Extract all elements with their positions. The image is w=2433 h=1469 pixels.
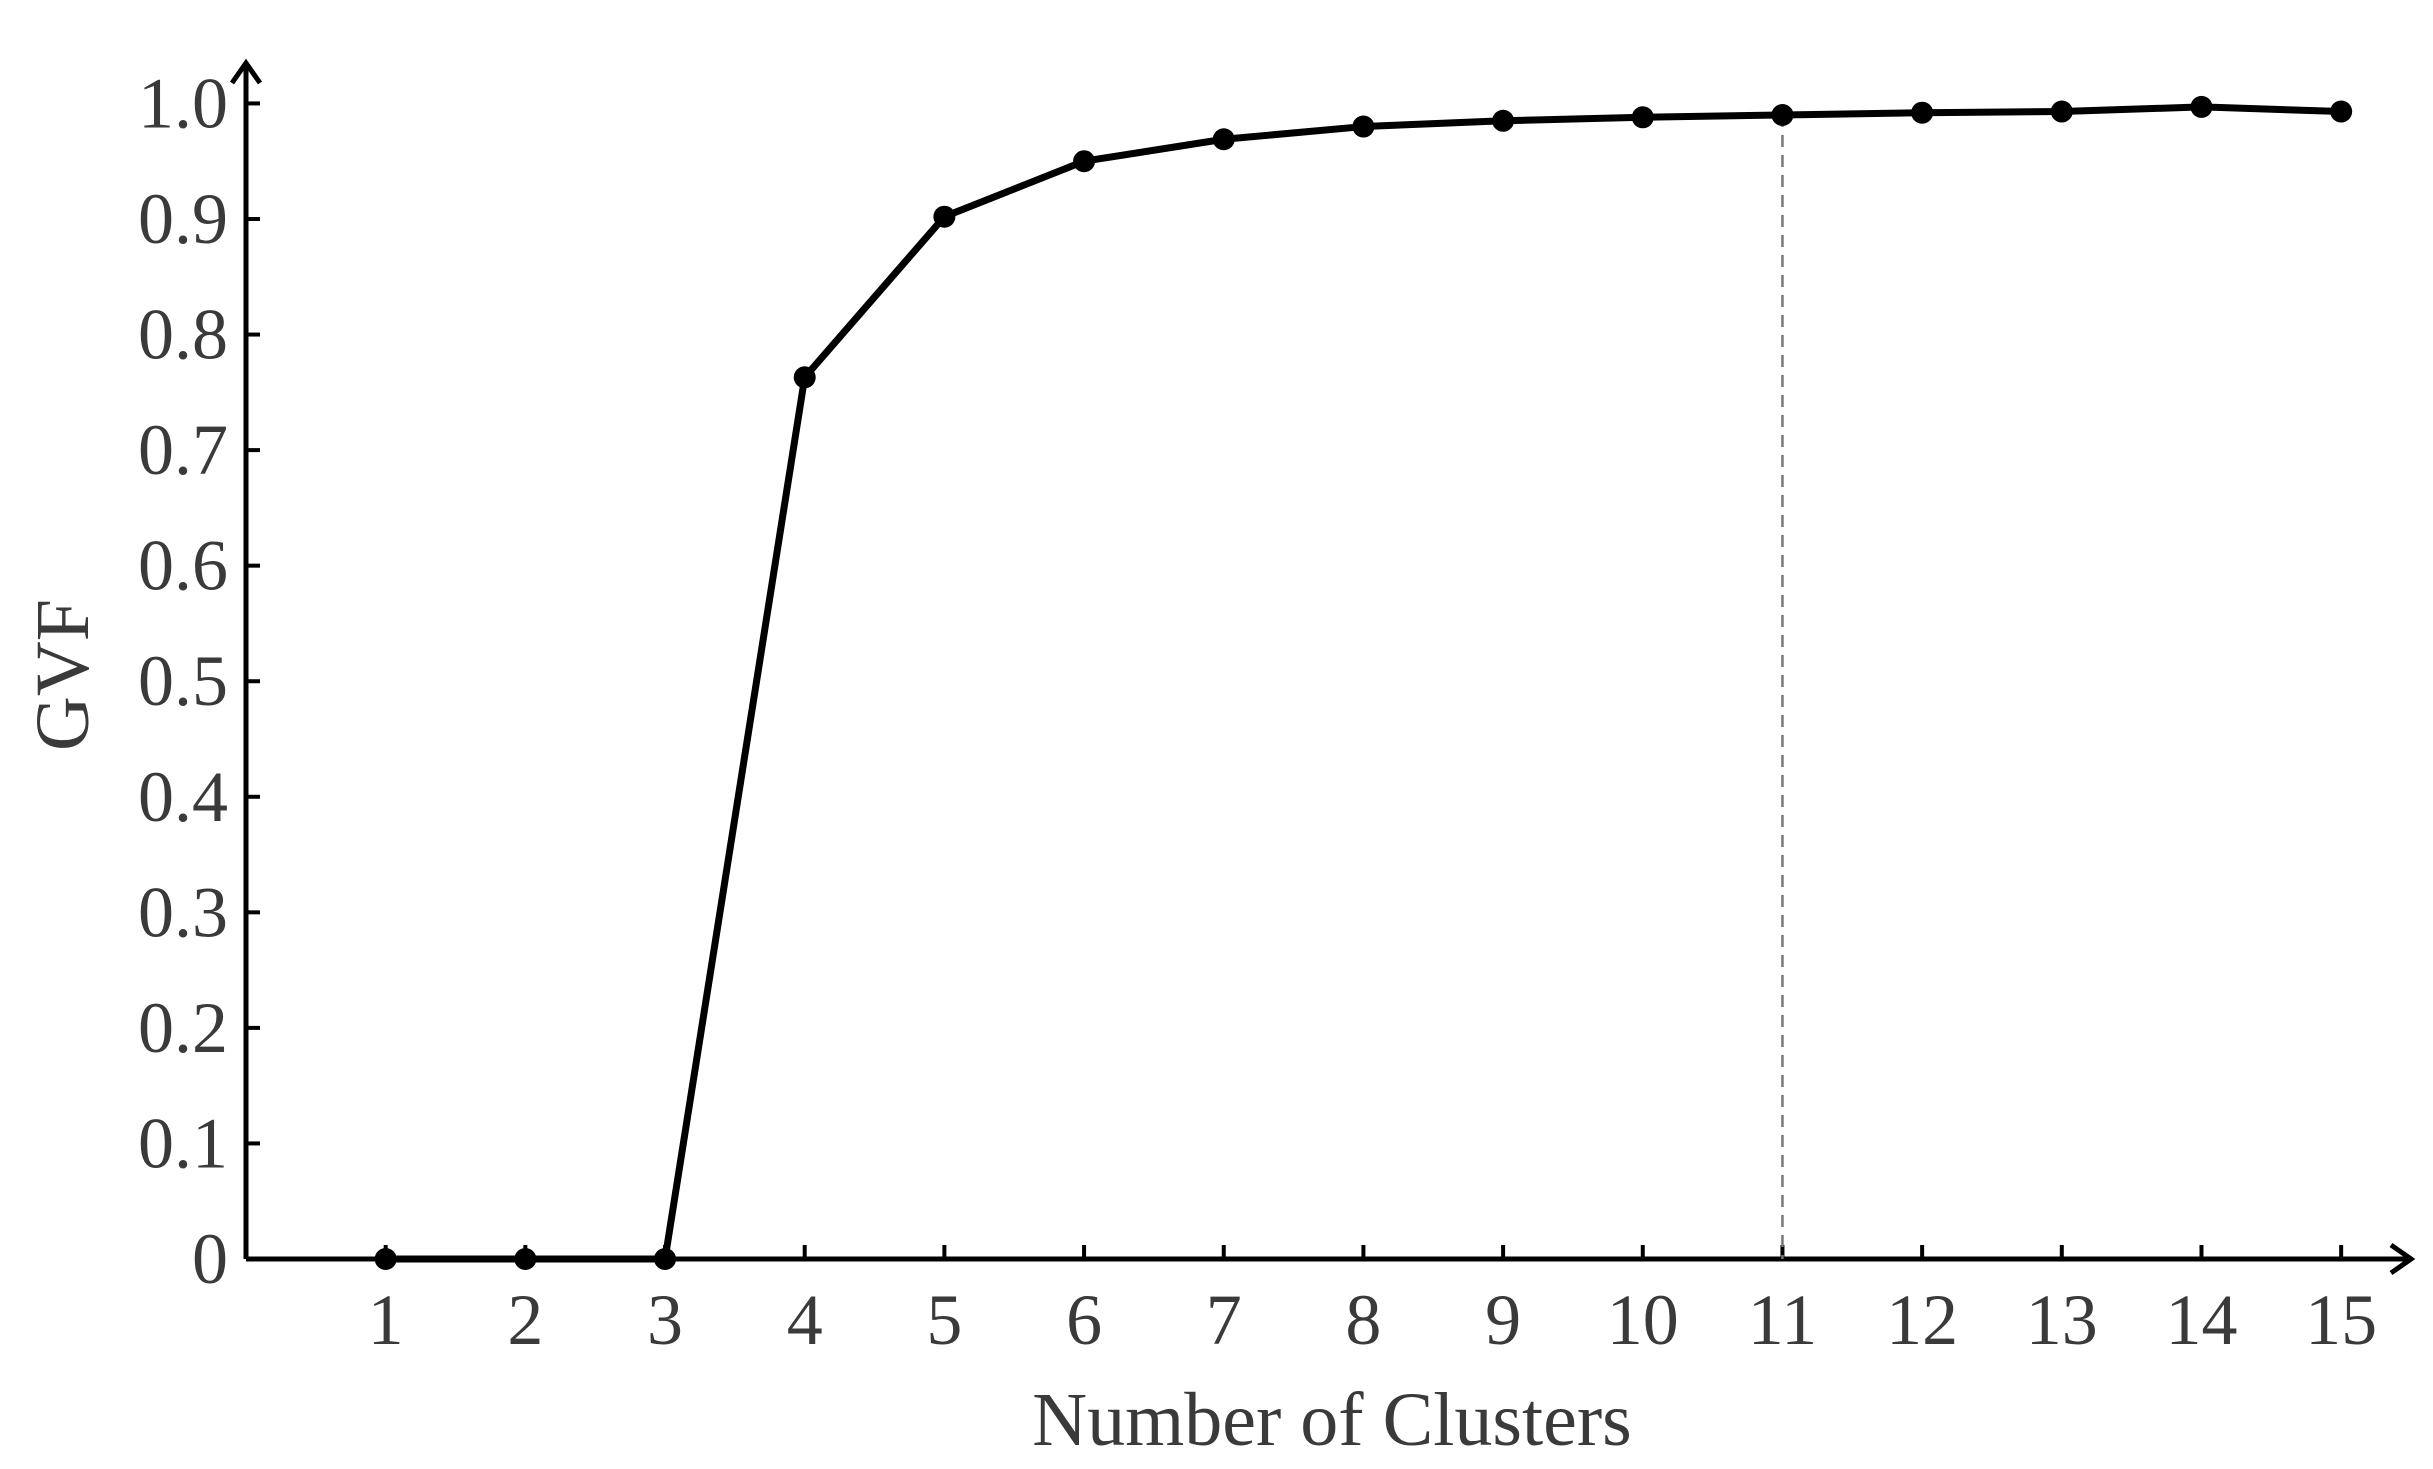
x-tick-label: 5 — [926, 1280, 962, 1360]
data-point — [933, 205, 956, 228]
y-axis-arrow — [229, 58, 263, 85]
data-point — [654, 1248, 677, 1270]
data-point — [1073, 150, 1096, 173]
data-line — [385, 103, 2342, 1263]
data-point — [1212, 128, 1235, 151]
data-point — [1352, 115, 1375, 138]
x-tick-label: 15 — [2305, 1280, 2377, 1360]
y-tick-label: 0.2 — [138, 988, 228, 1068]
y-tick-label: 0.5 — [138, 641, 228, 721]
data-point — [514, 1248, 537, 1270]
y-tick-label: 0.8 — [138, 295, 228, 375]
x-axis-arrow — [2389, 1242, 2416, 1276]
y-tick-label: 0.4 — [138, 757, 228, 837]
x-tick-label: 7 — [1206, 1280, 1242, 1360]
x-tick-label: 8 — [1345, 1280, 1381, 1360]
x-tick-label: 13 — [2026, 1280, 2098, 1360]
x-tick-label: 11 — [1748, 1280, 1817, 1360]
data-point — [1492, 109, 1515, 132]
y-tick-label: 0.9 — [138, 179, 228, 259]
x-tick-label: 10 — [1607, 1280, 1679, 1360]
x-tick-label: 9 — [1485, 1280, 1521, 1360]
data-point — [1771, 104, 1794, 126]
data-point — [793, 366, 816, 389]
y-tick-label: 0.1 — [138, 1103, 228, 1183]
x-tick-label: 2 — [507, 1280, 543, 1360]
x-tick-label: 1 — [368, 1280, 404, 1360]
x-tick-label: 14 — [2165, 1280, 2237, 1360]
data-point — [2050, 100, 2073, 123]
y-axis-title: GVF — [21, 599, 105, 751]
y-tick-label: 0.7 — [138, 410, 228, 490]
x-tick-label: 6 — [1066, 1280, 1102, 1360]
y-tick-label: 0 — [192, 1219, 228, 1299]
x-tick-label: 4 — [787, 1280, 823, 1360]
y-tick-label: 1.0 — [138, 63, 228, 143]
y-tick-label: 0.3 — [138, 872, 228, 952]
x-tick-label: 12 — [1886, 1280, 1958, 1360]
data-point — [1631, 106, 1654, 129]
data-point — [2190, 95, 2213, 118]
y-tick-label: 0.6 — [138, 526, 228, 606]
x-tick-label: 3 — [647, 1280, 683, 1360]
x-axis-title: Number of Clusters — [1032, 1378, 1631, 1462]
data-point — [1911, 101, 1934, 124]
data-point — [374, 1248, 397, 1270]
data-point — [2330, 100, 2353, 123]
